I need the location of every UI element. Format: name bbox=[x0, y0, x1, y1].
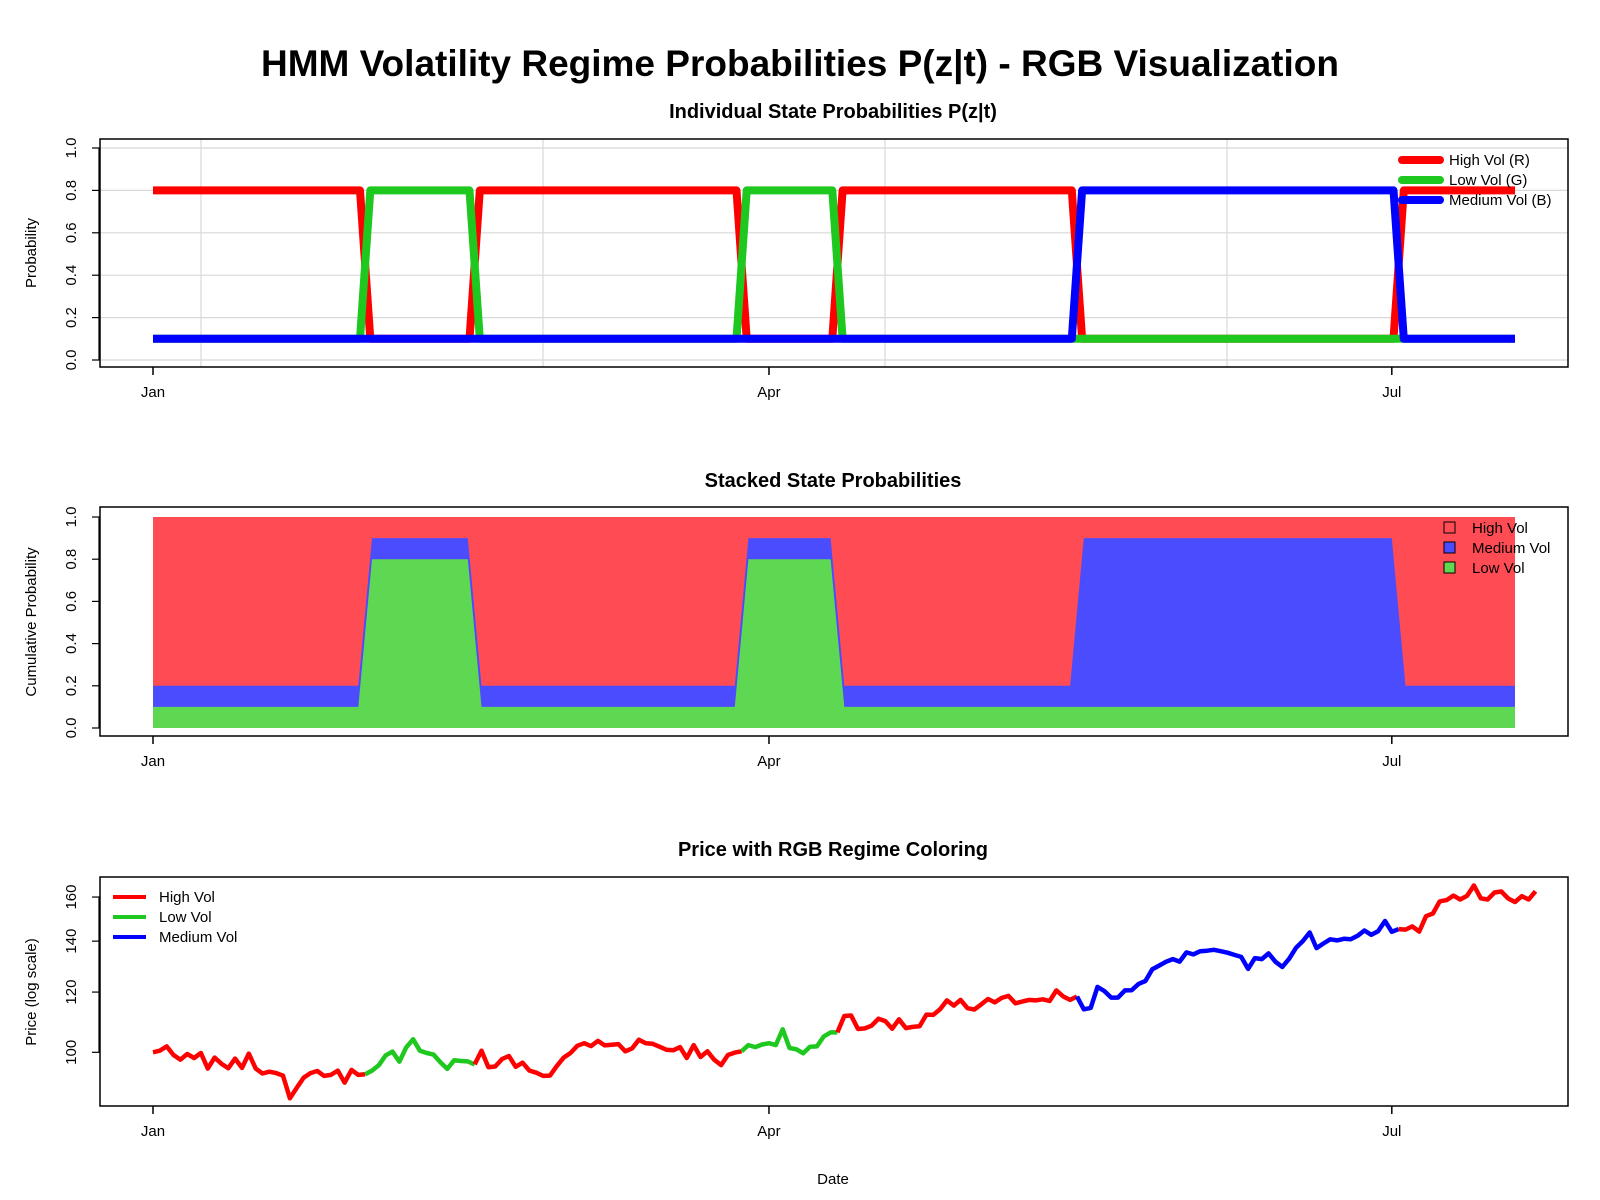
y-tick-label: 100 bbox=[63, 1040, 80, 1065]
legend-swatch bbox=[1443, 561, 1456, 574]
x-tick-label: Jul bbox=[1382, 1123, 1401, 1140]
legend-label: High Vol bbox=[1472, 520, 1528, 537]
panel3-ylabel: Price (log scale) bbox=[23, 938, 40, 1046]
legend-label: Low Vol (G) bbox=[1449, 172, 1527, 189]
panel3-y-axis: 100 120 140 160 bbox=[63, 885, 100, 1065]
y-tick-label: 0.8 bbox=[63, 180, 80, 201]
figure-title: HMM Volatility Regime Probabilities P(z|… bbox=[261, 43, 1339, 85]
price-segment-medium-vol bbox=[1075, 918, 1400, 1012]
panel1-x-axis: Jan Apr Jul bbox=[141, 367, 1401, 401]
panel2-title: Stacked State Probabilities bbox=[705, 470, 962, 492]
panel2-frame bbox=[99, 506, 1569, 737]
x-axis-label: Date bbox=[817, 1171, 849, 1188]
panel2-y-axis: 0.0 0.2 0.4 0.6 0.8 1.0 bbox=[63, 507, 100, 739]
panel2-legend: High Vol Medium Vol Low Vol bbox=[1443, 520, 1550, 577]
y-tick-label: 1.0 bbox=[63, 507, 80, 528]
x-tick-label: Jan bbox=[141, 753, 165, 770]
prob-line-medium-vol bbox=[153, 186, 1515, 343]
area-low-vol bbox=[153, 559, 1515, 728]
panel-individual-probabilities: Individual State Probabilities P(z|t) 0.… bbox=[23, 101, 1569, 401]
y-tick-label: 120 bbox=[63, 980, 80, 1005]
y-tick-label: 0.6 bbox=[63, 222, 80, 243]
price-segment-high-vol bbox=[1398, 883, 1538, 934]
y-tick-label: 140 bbox=[63, 929, 80, 954]
panel1-lines bbox=[153, 186, 1515, 343]
panel2-x-axis: Jan Apr Jul bbox=[141, 736, 1401, 770]
panel1-title: Individual State Probabilities P(z|t) bbox=[669, 101, 997, 123]
price-segment-low-vol bbox=[740, 1027, 838, 1056]
legend-swatch bbox=[1443, 541, 1456, 554]
panel-price: Price with RGB Regime Coloring 100 120 140… bbox=[23, 839, 1569, 1140]
panel2-ylabel: Cumulative Probability bbox=[23, 547, 40, 697]
x-tick-label: Jan bbox=[141, 1123, 165, 1140]
panel3-legend: High Vol Low Vol Medium Vol bbox=[113, 889, 237, 946]
price-segment-high-vol bbox=[152, 1044, 366, 1101]
y-tick-label: 0.2 bbox=[63, 307, 80, 328]
legend-label: Low Vol bbox=[1472, 560, 1525, 577]
x-tick-label: Apr bbox=[757, 753, 780, 770]
y-tick-label: 0.4 bbox=[63, 633, 80, 654]
panel1-legend: High Vol (R) Low Vol (G) Medium Vol (B) bbox=[1398, 152, 1552, 209]
legend-label: Medium Vol bbox=[1472, 540, 1550, 557]
legend-label: Low Vol bbox=[159, 909, 212, 926]
price-segment-high-vol bbox=[835, 988, 1078, 1034]
y-tick-label: 0.0 bbox=[63, 718, 80, 739]
legend-label: High Vol (R) bbox=[1449, 152, 1530, 169]
panel-stacked-probabilities: Stacked State Probabilities 0.0 0.2 0.4 0.6… bbox=[23, 470, 1569, 770]
panel3-x-axis: Jan Apr Jul bbox=[141, 1106, 1401, 1140]
legend-label: Medium Vol (B) bbox=[1449, 192, 1552, 209]
y-tick-label: 0.0 bbox=[63, 350, 80, 371]
legend-label: Medium Vol bbox=[159, 929, 237, 946]
y-tick-label: 0.6 bbox=[63, 591, 80, 612]
price-segment-high-vol bbox=[472, 1037, 743, 1079]
panel2-areas bbox=[153, 517, 1515, 728]
legend-label: High Vol bbox=[159, 889, 215, 906]
price-segment-low-vol bbox=[364, 1037, 476, 1077]
panel1-ylabel: Probability bbox=[23, 217, 40, 288]
panel3-price-line bbox=[152, 883, 1538, 1101]
panel1-y-axis: 0.0 0.2 0.4 0.6 0.8 1.0 bbox=[63, 138, 100, 371]
y-tick-label: 0.8 bbox=[63, 549, 80, 570]
x-tick-label: Jul bbox=[1382, 384, 1401, 401]
panel3-title: Price with RGB Regime Coloring bbox=[678, 839, 988, 861]
y-tick-label: 0.2 bbox=[63, 675, 80, 696]
legend-swatch bbox=[1443, 521, 1456, 534]
y-tick-label: 160 bbox=[63, 885, 80, 910]
x-tick-label: Apr bbox=[757, 1123, 780, 1140]
x-tick-label: Jan bbox=[141, 384, 165, 401]
panel1-frame bbox=[99, 138, 1569, 368]
y-tick-label: 1.0 bbox=[63, 138, 80, 159]
x-tick-label: Apr bbox=[757, 384, 780, 401]
y-tick-label: 0.4 bbox=[63, 265, 80, 286]
x-tick-label: Jul bbox=[1382, 753, 1401, 770]
